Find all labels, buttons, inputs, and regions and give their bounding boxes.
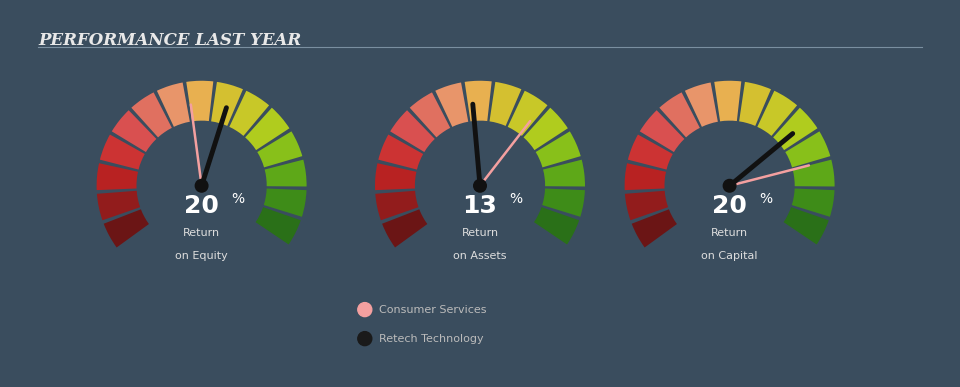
Wedge shape	[111, 110, 156, 152]
Circle shape	[358, 303, 372, 317]
Text: Return: Return	[183, 228, 220, 238]
Wedge shape	[660, 92, 700, 137]
Wedge shape	[632, 209, 677, 247]
Wedge shape	[757, 91, 797, 136]
Text: on Equity: on Equity	[176, 251, 228, 261]
Wedge shape	[542, 188, 585, 217]
Wedge shape	[465, 81, 492, 122]
Wedge shape	[100, 135, 145, 170]
Wedge shape	[186, 81, 213, 122]
Wedge shape	[229, 91, 269, 136]
Wedge shape	[783, 207, 828, 245]
Text: %: %	[759, 192, 772, 206]
Wedge shape	[97, 191, 140, 220]
Circle shape	[358, 332, 372, 346]
Text: 13: 13	[463, 194, 497, 218]
Circle shape	[723, 180, 736, 192]
Wedge shape	[375, 163, 417, 190]
Circle shape	[473, 180, 487, 192]
Wedge shape	[255, 207, 300, 245]
Wedge shape	[523, 108, 568, 150]
Wedge shape	[792, 188, 834, 217]
Wedge shape	[536, 131, 581, 168]
Wedge shape	[625, 163, 666, 190]
Wedge shape	[257, 131, 302, 168]
Wedge shape	[410, 92, 450, 137]
Wedge shape	[435, 82, 468, 127]
Text: %: %	[510, 192, 522, 206]
Wedge shape	[375, 191, 419, 220]
Wedge shape	[211, 82, 243, 126]
Text: Return: Return	[462, 228, 498, 238]
Wedge shape	[625, 191, 668, 220]
Wedge shape	[97, 163, 138, 190]
Wedge shape	[390, 110, 435, 152]
Circle shape	[195, 180, 208, 192]
Wedge shape	[265, 160, 306, 187]
Wedge shape	[628, 135, 673, 170]
Text: Retech Technology: Retech Technology	[379, 334, 484, 344]
Wedge shape	[132, 92, 172, 137]
Wedge shape	[543, 160, 585, 187]
Wedge shape	[639, 110, 684, 152]
Text: %: %	[231, 192, 244, 206]
Wedge shape	[684, 82, 718, 127]
Wedge shape	[264, 188, 306, 217]
Text: PERFORMANCE LAST YEAR: PERFORMANCE LAST YEAR	[38, 32, 301, 49]
Wedge shape	[382, 209, 427, 247]
Text: on Assets: on Assets	[453, 251, 507, 261]
Wedge shape	[508, 91, 547, 136]
Wedge shape	[793, 160, 834, 187]
Wedge shape	[245, 108, 290, 150]
Wedge shape	[490, 82, 521, 126]
Text: Return: Return	[711, 228, 748, 238]
Wedge shape	[739, 82, 771, 126]
Wedge shape	[773, 108, 818, 150]
Wedge shape	[156, 82, 190, 127]
Wedge shape	[785, 131, 830, 168]
Text: 20: 20	[184, 194, 219, 218]
Text: on Capital: on Capital	[702, 251, 757, 261]
Wedge shape	[714, 81, 741, 122]
Text: Consumer Services: Consumer Services	[379, 305, 487, 315]
Text: 20: 20	[712, 194, 747, 218]
Wedge shape	[104, 209, 149, 247]
Wedge shape	[378, 135, 423, 170]
Wedge shape	[534, 207, 579, 245]
